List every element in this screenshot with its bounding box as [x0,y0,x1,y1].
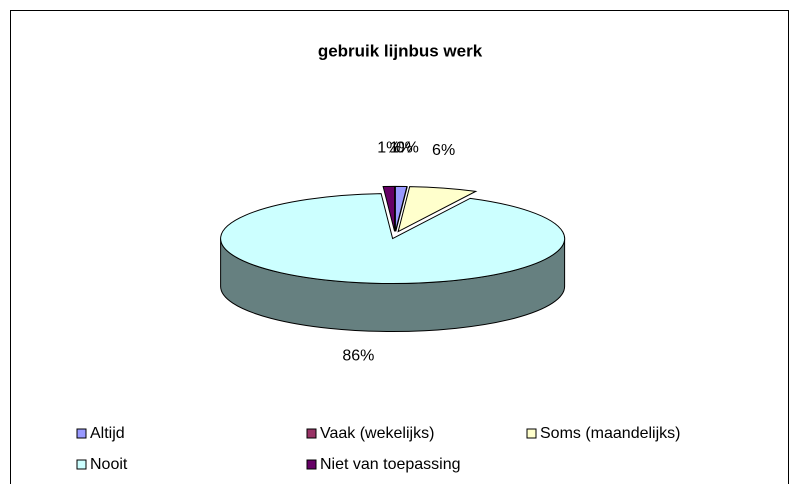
legend-swatch [526,428,537,439]
tops [220,185,566,285]
legend-label: Soms (maandelijks) [540,425,680,442]
chart-title: gebruik lijnbus werk [318,41,483,60]
legend-swatch [306,428,317,439]
legend-swatch [306,459,317,470]
data-label: 1% [390,139,413,156]
data-label: 6% [432,142,455,159]
pie-slice [382,185,396,232]
data-label: 1% [377,139,400,156]
legend-label: Nooit [90,456,128,473]
legend-label: Vaak (wekelijks) [320,425,434,442]
legend-label: Altijd [90,425,125,442]
pie-slice [220,193,566,285]
pie-slice [395,186,408,232]
data-label: 0% [396,139,419,156]
data-label: 86% [342,348,374,365]
legend-swatch [76,459,87,470]
labels: 1%0% 6% 86% 1% [342,139,455,364]
pie-slice [397,186,478,233]
legend-swatch [76,428,87,439]
legend-label: Niet van toepassing [320,456,461,473]
